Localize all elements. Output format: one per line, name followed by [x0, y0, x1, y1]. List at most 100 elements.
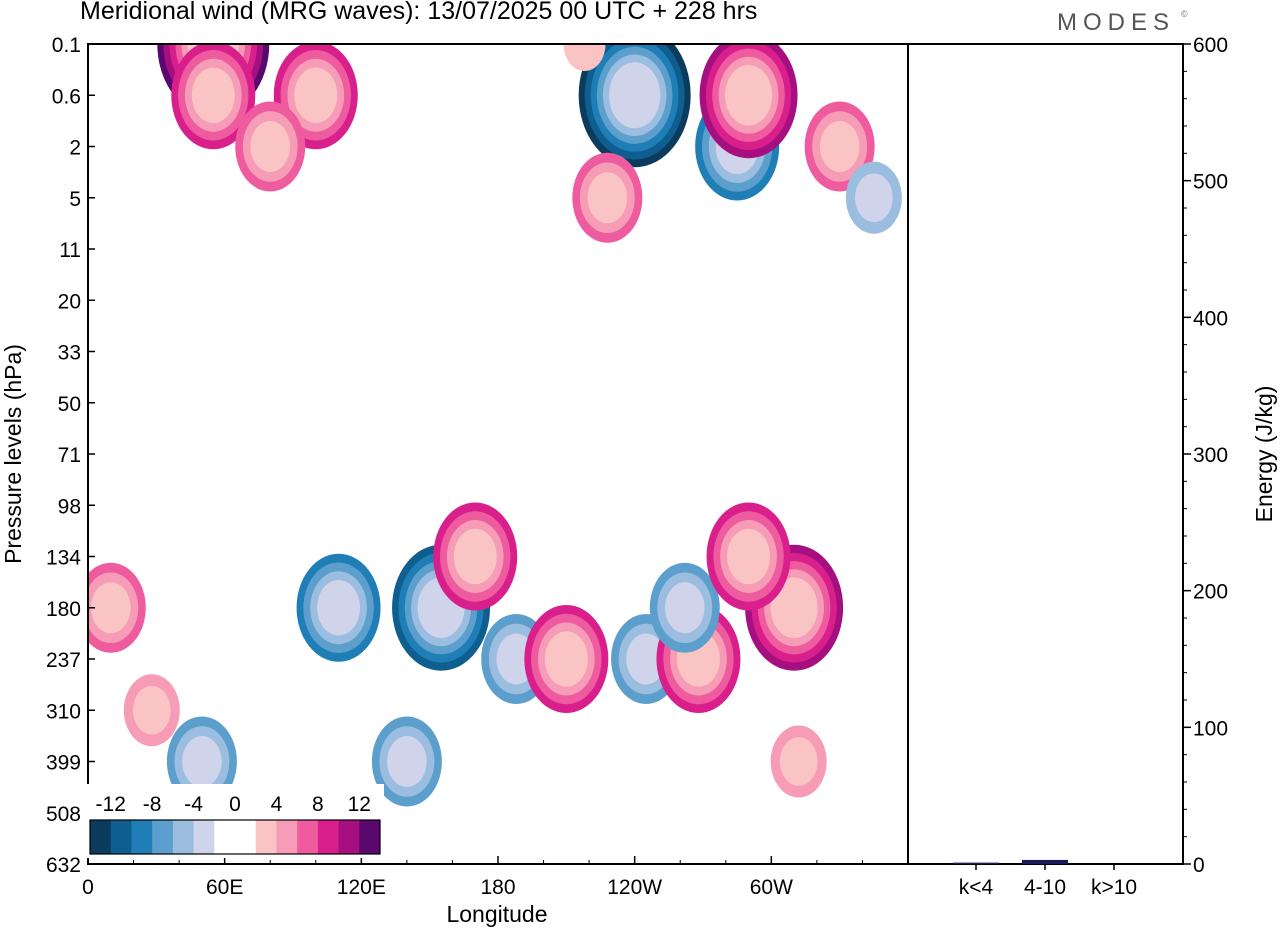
- contour-blob: [524, 605, 609, 713]
- contour-blob: [296, 553, 381, 662]
- contour-blob: [770, 725, 827, 798]
- y-tick-label: 632: [46, 854, 81, 877]
- contour-band: [387, 736, 427, 787]
- energy-category-label: k<4: [959, 876, 994, 899]
- contour-blob: [371, 716, 442, 807]
- y-tick-label: 508: [46, 803, 81, 826]
- contour-field: [88, 44, 902, 807]
- colorbar-label: -12: [96, 793, 126, 816]
- contour-blob: [572, 152, 643, 243]
- colorbar-swatch: [214, 820, 236, 854]
- y-tick-label: 237: [46, 649, 81, 672]
- contour-blob: [273, 44, 358, 150]
- energy-bar: [953, 862, 999, 864]
- colorbar-swatch: [359, 820, 381, 854]
- colorbar-swatch: [193, 820, 215, 854]
- energy-bar: [1022, 859, 1068, 864]
- energy-axis-title: Energy (J/kg): [1251, 386, 1277, 523]
- chart-title: Meridional wind (MRG waves): 13/07/2025 …: [80, 0, 758, 25]
- y-tick-label: 11: [59, 239, 81, 262]
- y-tick-label: 50: [58, 393, 81, 416]
- pressure-axis: 0.1 0.6 2 5 11 20 33 50 71 98 134 180 237 310 399 508 63…: [46, 34, 95, 877]
- energy-tick-label: 400: [1193, 307, 1228, 330]
- colorbar-label: 8: [312, 793, 324, 816]
- contour-band: [182, 736, 222, 787]
- colorbar-label: -4: [184, 793, 203, 816]
- y-tick-label: 33: [58, 342, 81, 365]
- colorbar-swatch: [90, 820, 112, 854]
- y-tick-label: 2: [69, 137, 81, 160]
- contour-blob: [649, 562, 720, 653]
- energy-category-label: k>10: [1091, 876, 1137, 899]
- y-tick-label: 98: [58, 495, 81, 518]
- contour-blob: [706, 502, 791, 611]
- colorbar-swatch: [110, 820, 132, 854]
- colorbar-label: 12: [348, 793, 371, 816]
- contour-band: [453, 528, 497, 585]
- colorbar-swatch: [131, 820, 153, 854]
- contour-band: [725, 65, 773, 126]
- colorbar-swatch: [276, 820, 298, 854]
- contour-band: [294, 67, 338, 123]
- x-tick-label: 60W: [750, 876, 793, 899]
- energy-bars: k<4 4-10 k>10: [953, 859, 1137, 899]
- contour-blob: [166, 716, 237, 807]
- colorbar-swatch: [235, 820, 257, 854]
- colorbar-swatch: [317, 820, 340, 854]
- contour-band: [191, 67, 235, 123]
- contour-band: [317, 580, 361, 636]
- x-tick-label: 120E: [337, 876, 386, 899]
- contour-band: [609, 62, 661, 129]
- y-tick-label: 20: [58, 290, 81, 313]
- colorbar-label: -8: [143, 793, 162, 816]
- contour-blob: [845, 161, 902, 234]
- y-axis-title: Pressure levels (hPa): [0, 344, 26, 564]
- colorbar-swatch: [152, 820, 174, 854]
- contour-band: [779, 737, 818, 786]
- colorbar-label: 4: [271, 793, 283, 816]
- energy-tick-label: 600: [1193, 34, 1228, 57]
- x-tick-label: 60E: [206, 876, 243, 899]
- contour-blob: [123, 674, 180, 747]
- energy-tick-label: 300: [1193, 444, 1228, 467]
- colorbar-swatch: [338, 820, 360, 854]
- contour-band: [727, 528, 771, 585]
- longitude-axis: 0 60E 120E 180 120W 60W: [82, 856, 863, 899]
- contour-band: [819, 121, 860, 172]
- energy-axis: 0 100 200 300 400 500 600: [1183, 34, 1228, 877]
- x-tick-label: 120W: [607, 876, 662, 899]
- x-tick-label: 0: [82, 876, 94, 899]
- colorbar-swatch: [255, 820, 277, 854]
- contour-blob: [699, 44, 798, 159]
- contour-band: [664, 582, 705, 634]
- contour-blob: [433, 502, 518, 611]
- colorbar-legend: -12 -8 -4 0 4 8 12: [86, 784, 384, 858]
- colorbar-swatch: [172, 820, 195, 854]
- logo-copyright-mark: ©: [1181, 9, 1188, 19]
- energy-tick-label: 0: [1193, 854, 1205, 877]
- contour-blob: [235, 101, 306, 192]
- contour-band: [854, 173, 893, 223]
- y-tick-label: 71: [58, 444, 81, 467]
- energy-bar-panel: k<4 4-10 k>10: [907, 43, 1184, 899]
- x-axis-title: Longitude: [446, 901, 547, 927]
- energy-category-label: 4-10: [1024, 876, 1066, 899]
- contour-blob: [88, 562, 146, 653]
- y-tick-label: 5: [69, 188, 81, 211]
- heatmap-plot-area: [87, 43, 909, 865]
- modes-logo: MODES: [1057, 9, 1176, 36]
- x-tick-label: 180: [480, 876, 515, 899]
- y-tick-label: 180: [46, 598, 81, 621]
- contour-band: [626, 633, 666, 685]
- contour-band: [90, 582, 131, 634]
- colorbar-swatch: [297, 820, 319, 854]
- contour-blob: [578, 44, 691, 168]
- energy-tick-label: 200: [1193, 581, 1228, 604]
- colorbar-label: 0: [229, 793, 241, 816]
- contour-band: [563, 44, 606, 71]
- y-tick-label: 134: [46, 547, 81, 570]
- contour-band: [132, 685, 171, 735]
- energy-tick-label: 100: [1193, 717, 1228, 740]
- contour-band: [587, 172, 628, 224]
